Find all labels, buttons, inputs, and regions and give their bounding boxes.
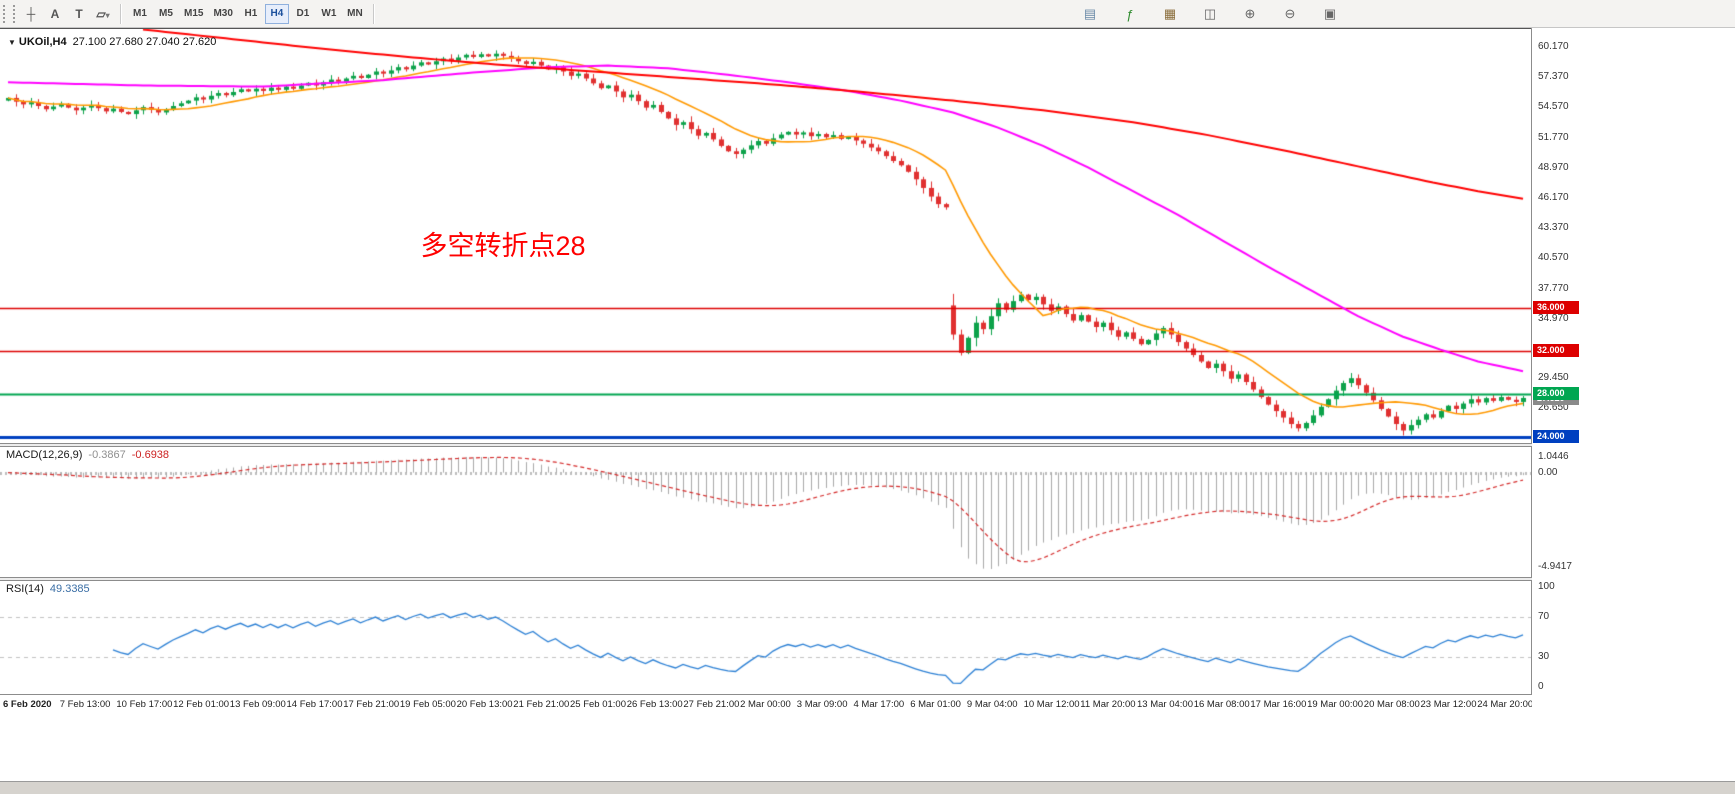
rsi-scale-label: 70 [1538,611,1550,622]
price-tick-label: 54.570 [1538,101,1569,113]
price-level-tag: 28.000 [1533,386,1579,400]
time-axis-label: 9 Mar 04:00 [966,699,1018,710]
time-axis-label: 2 Mar 00:00 [740,699,791,710]
horizontal-scrollbar[interactable] [0,781,1735,794]
chart-window: ▼ UKOil,H4 27.100 27.680 27.040 27.620 多空转… [0,28,1532,794]
timeframe-w1-button[interactable]: W1 [317,4,341,24]
toolbar: ┼ A T ▱▾ M1 M5 M15 M30 H1 H4 D1 W1 MN ▤ … [0,0,1735,28]
chart-canvas[interactable] [0,28,1532,694]
zoom-in-icon[interactable]: ⊕ [1238,3,1262,25]
rsi-scale-label: 30 [1538,651,1550,662]
time-axis-label: 27 Feb 21:00 [683,699,740,710]
rsi-scale-label: 100 [1538,581,1555,592]
chart-annotation-text[interactable]: 多空转折点28 [420,230,586,261]
time-axis-label: 3 Mar 09:00 [796,699,848,710]
macd-scale-label: -4.9417 [1538,561,1572,572]
timeframe-m5-button[interactable]: M5 [154,4,178,24]
price-tick-label: 60.170 [1538,41,1569,53]
toolbar-right-group: ▤ ƒ ▦ ◫ ⊕ ⊖ ▣ [1078,3,1342,25]
macd-label: MACD(12,26,9) -0.3867 -0.6938 [6,449,169,461]
chevron-down-icon: ▾ [105,10,110,20]
price-level-tag: 24.000 [1533,429,1579,443]
price-tick-label: 40.570 [1538,252,1569,264]
rsi-label: RSI(14) 49.3385 [6,583,90,595]
price-level-tag: 36.000 [1533,300,1579,314]
timeframe-h4-button[interactable]: H4 [264,3,289,24]
time-axis-label: 24 Mar 20:00 [1477,699,1532,710]
text-label-tool-icon[interactable]: T [67,3,91,25]
text-tool-icon[interactable]: A [43,3,67,25]
price-tick-label: 46.170 [1538,191,1569,203]
rsi-bottom-border [0,694,1532,695]
templates-icon[interactable]: ▦ [1158,3,1182,25]
time-axis-label: 23 Mar 12:00 [1420,699,1477,710]
toolbar-separator [120,3,122,24]
price-level-tag: 32.000 [1533,343,1579,357]
zoom-out-icon[interactable]: ⊖ [1278,3,1302,25]
time-axis-label: 20 Mar 08:00 [1363,699,1420,710]
macd-scale-label: 1.0446 [1538,451,1569,462]
time-axis-label: 4 Mar 17:00 [853,699,905,710]
toolbar-separator [372,3,375,24]
price-tick-label: 57.370 [1538,71,1569,83]
time-axis-label: 12 Feb 01:00 [173,699,230,710]
time-axis-label: 6 Mar 01:00 [910,699,961,710]
time-axis-label: 11 Mar 20:00 [1080,699,1136,710]
timeframe-d1-button[interactable]: D1 [291,4,315,24]
macd-name: MACD(12,26,9) [6,449,83,461]
time-axis-label: 16 Mar 08:00 [1193,699,1250,710]
time-axis-label: 17 Feb 21:00 [343,699,400,710]
time-axis[interactable]: 6 Feb 2020 7 Feb 13:00 10 Feb 17:00 12 Feb … [0,697,1532,713]
macd-scale-label: 0.00 [1538,466,1558,478]
chart-top-border [0,28,1532,29]
timeframe-m30-button[interactable]: M30 [209,4,236,24]
time-axis-label: 10 Mar 12:00 [1023,699,1080,710]
time-axis-label: 13 Feb 09:00 [229,699,286,710]
timeframe-m1-button[interactable]: M1 [128,4,152,24]
full-screen-icon[interactable]: ▣ [1318,3,1342,25]
ohlc-values: 27.100 27.680 27.040 27.620 [72,36,217,48]
timeframe-mn-button[interactable]: MN [343,4,367,24]
time-axis-label: 6 Feb 2020 [3,699,52,710]
timeframe-h1-button[interactable]: H1 [239,4,263,24]
price-tick-label: 48.970 [1538,161,1569,173]
toolbar-grip[interactable] [3,4,15,23]
time-axis-label: 7 Feb 13:00 [59,699,111,710]
shapes-tool-icon[interactable]: ▱▾ [91,3,115,25]
panel-splitter[interactable] [0,443,1532,447]
price-tick-label: 37.770 [1538,282,1569,294]
rsi-name: RSI(14) [6,583,44,595]
price-tick-label: 51.770 [1538,131,1569,143]
time-axis-label: 10 Feb 17:00 [116,699,173,710]
price-tick-label: 43.370 [1538,222,1569,234]
rsi-scale-label: 0 [1538,681,1544,692]
indicators-icon[interactable]: ƒ [1118,3,1142,25]
symbol-period-label: UKOil,H4 [18,36,67,48]
price-tick-label: 34.970 [1538,312,1569,324]
new-order-icon[interactable]: ▤ [1078,3,1102,25]
time-axis-label: 14 Feb 17:00 [286,699,343,710]
panel-splitter[interactable] [0,577,1532,581]
time-axis-label: 20 Feb 13:00 [456,699,513,710]
macd-main-value: -0.3867 [88,449,126,461]
shape-glyph: ▱ [96,6,106,21]
rsi-value: 49.3385 [49,583,90,595]
time-axis-label: 17 Mar 16:00 [1250,699,1307,710]
tile-windows-icon[interactable]: ◫ [1198,3,1222,25]
crosshair-tool-icon[interactable]: ┼ [19,3,43,25]
time-axis-label: 25 Feb 01:00 [570,699,626,710]
price-scale-border [1531,28,1532,694]
price-scale[interactable]: 60.170 57.370 54.570 51.770 48.970 46.170 43.3… [1533,28,1735,794]
symbol-dropdown-icon[interactable]: ▼ [8,38,16,47]
price-tick-label: 26.650 [1538,402,1569,414]
price-tick-label: 29.450 [1538,372,1569,384]
macd-signal-value: -0.6938 [131,449,170,461]
time-axis-label: 19 Feb 05:00 [399,699,456,710]
time-axis-label: 13 Mar 04:00 [1137,699,1193,710]
chart-title: ▼ UKOil,H4 27.100 27.680 27.040 27.620 [8,36,216,48]
time-axis-label: 21 Feb 21:00 [513,699,570,710]
time-axis-label: 26 Feb 13:00 [626,699,683,710]
timeframe-m15-button[interactable]: M15 [180,4,207,24]
time-axis-label: 19 Mar 00:00 [1307,699,1364,710]
